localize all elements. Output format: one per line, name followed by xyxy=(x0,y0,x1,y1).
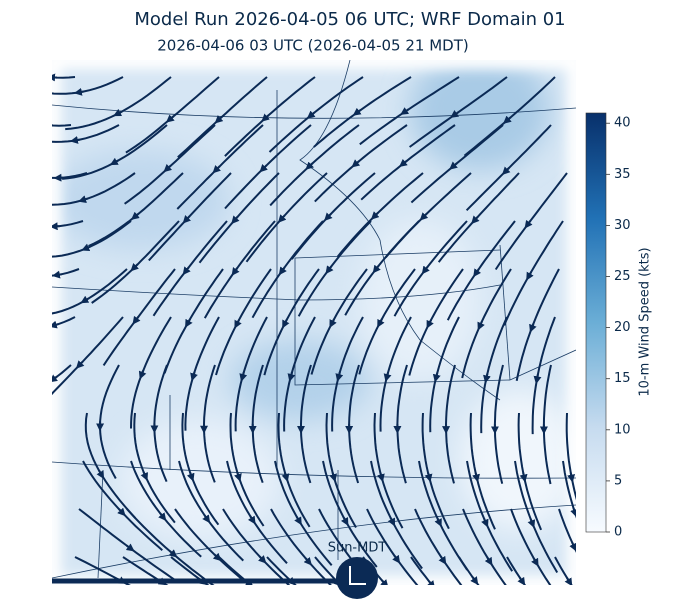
clock-icon xyxy=(336,557,378,599)
map xyxy=(40,50,588,600)
streamline-arrow xyxy=(537,374,538,380)
streamline-arrow xyxy=(78,92,84,93)
colorbar-tick-label: 0 xyxy=(614,525,622,540)
streamline-arrow xyxy=(47,125,53,126)
colorbar-tick-label: 20 xyxy=(614,320,631,335)
streamline-arrow xyxy=(486,374,487,380)
timeline-label: Sun-MDT xyxy=(328,541,387,556)
colorbar-label: 10-m Wind Speed (kts) xyxy=(638,247,653,396)
colorbar-tick-label: 10 xyxy=(614,422,631,437)
streamline-arrow xyxy=(428,473,429,479)
colorbar-tick-label: 25 xyxy=(614,269,631,284)
colorbar-tick-label: 30 xyxy=(614,218,631,233)
colorbar-tick-label: 5 xyxy=(614,473,622,488)
streamline-arrow xyxy=(436,373,437,379)
streamline-arrow xyxy=(523,473,524,479)
streamline-arrow xyxy=(476,473,477,479)
streamline-arrow xyxy=(56,274,62,275)
streamline-arrow xyxy=(571,473,572,479)
colorbar xyxy=(586,113,606,532)
colorbar-tick-label: 35 xyxy=(614,167,631,182)
streamline-arrow xyxy=(74,140,80,141)
colorbar-tick-label: 15 xyxy=(614,371,631,386)
colorbar-ticks: 0 5 10 15 20 25 30 35 40 xyxy=(606,116,631,540)
colorbar-tick-label: 40 xyxy=(614,116,631,131)
subtitle: 2026-04-06 03 UTC (2026-04-05 21 MDT) xyxy=(157,37,468,55)
title: Model Run 2026-04-05 06 UTC; WRF Domain … xyxy=(134,9,565,30)
